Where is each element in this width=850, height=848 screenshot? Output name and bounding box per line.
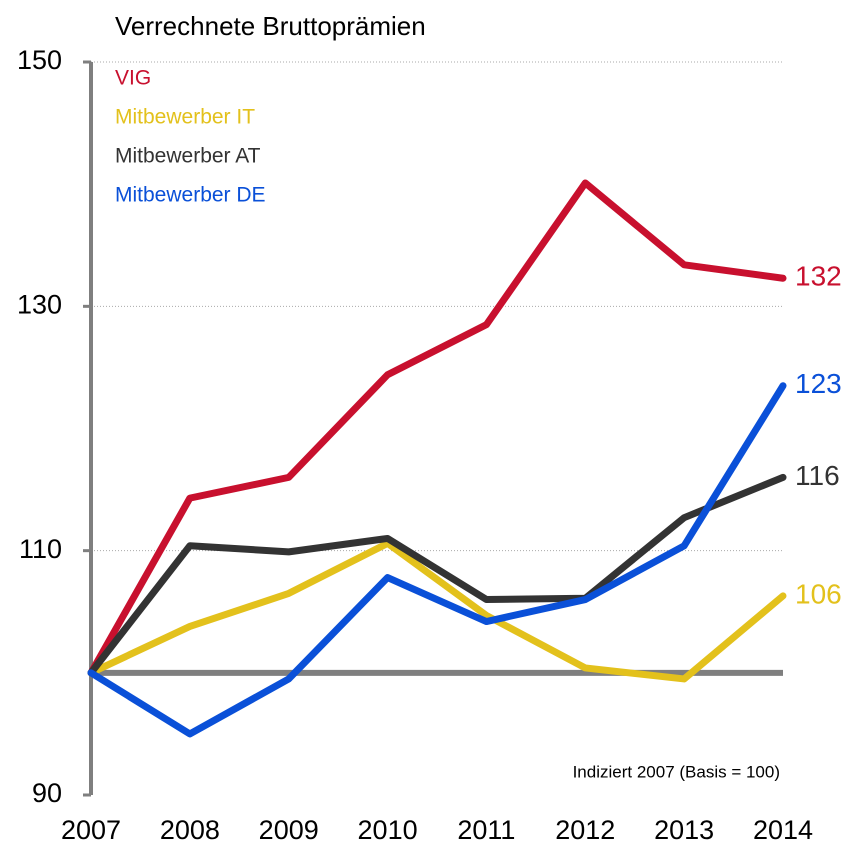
- y-tick-label: 110: [19, 534, 62, 564]
- y-tick-label: 150: [17, 45, 62, 75]
- legend-entry: Mitbewerber AT: [115, 145, 261, 168]
- x-tick-label: 2009: [259, 815, 319, 845]
- end-label: 132: [795, 261, 842, 292]
- chart-title: Verrechnete Bruttoprämien: [115, 11, 426, 41]
- x-tick-label: 2010: [358, 815, 418, 845]
- series-line: [87, 473, 787, 677]
- x-tick-label: 2013: [654, 815, 714, 845]
- end-label: 106: [795, 578, 842, 609]
- end-label: 123: [795, 368, 842, 399]
- annotation: Indiziert 2007 (Basis = 100): [573, 762, 780, 781]
- x-tick-label: 2012: [555, 815, 615, 845]
- series-line: [87, 539, 787, 683]
- y-tick-label: 130: [17, 289, 62, 319]
- x-tick-label: 2011: [457, 815, 515, 845]
- x-tick-label: 2014: [753, 815, 813, 845]
- x-tick-label: 2007: [61, 815, 121, 845]
- legend-entry: VIG: [115, 67, 151, 90]
- y-tick-label: 90: [32, 778, 62, 808]
- series-line: [87, 382, 787, 738]
- end-label: 116: [795, 460, 840, 491]
- legend-entry: Mitbewerber DE: [115, 184, 266, 207]
- x-tick-label: 2008: [160, 815, 220, 845]
- series-line: [87, 179, 787, 677]
- legend-entry: Mitbewerber IT: [115, 106, 255, 129]
